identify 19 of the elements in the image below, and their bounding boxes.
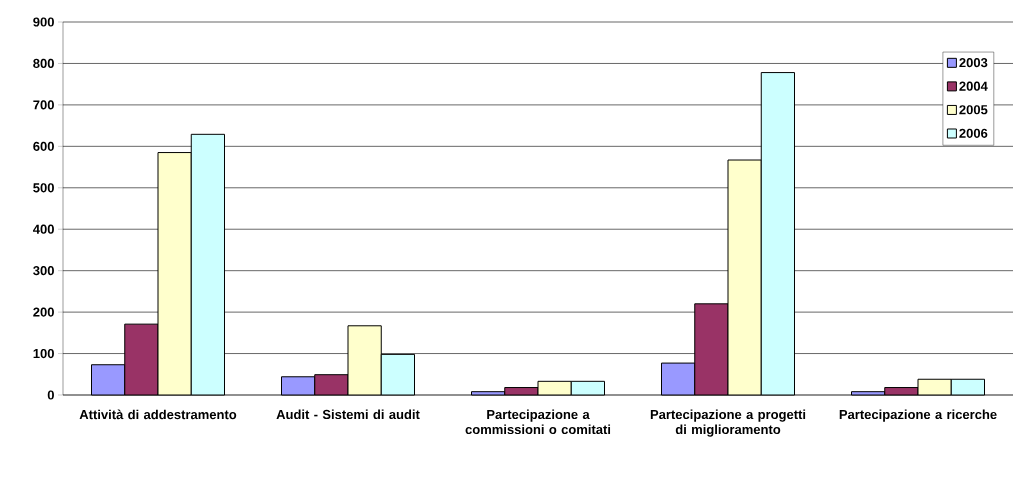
y-tick-label: 100 bbox=[33, 348, 54, 359]
x-tick-label: Partecipazione a progetti di miglioramento bbox=[650, 409, 806, 437]
y-tick-label: 500 bbox=[33, 183, 54, 193]
y-tick-label: 800 bbox=[33, 58, 54, 69]
y-tick-label: 400 bbox=[32, 224, 54, 234]
legend-label: 2004 bbox=[959, 81, 988, 91]
legend-label: 2005 bbox=[959, 105, 988, 115]
x-tick-label: Audit - Sistemi di audit bbox=[276, 409, 420, 420]
legend-label: 2006 bbox=[959, 128, 988, 138]
y-tick-label: 300 bbox=[33, 266, 54, 276]
x-tick-label: Attività di addestramento bbox=[79, 409, 237, 420]
x-tick-label: Partecipazione a commissioni o comitati bbox=[465, 409, 611, 435]
y-tick-label: 900 bbox=[33, 17, 54, 27]
y-tick-label: 0 bbox=[47, 390, 54, 400]
y-tick-label: 200 bbox=[33, 307, 54, 317]
y-tick-label: 700 bbox=[33, 100, 54, 110]
legend-label: 2003 bbox=[959, 58, 988, 68]
x-tick-label: Partecipazione a ricerche bbox=[839, 409, 997, 422]
y-tick-label: 600 bbox=[33, 141, 54, 151]
